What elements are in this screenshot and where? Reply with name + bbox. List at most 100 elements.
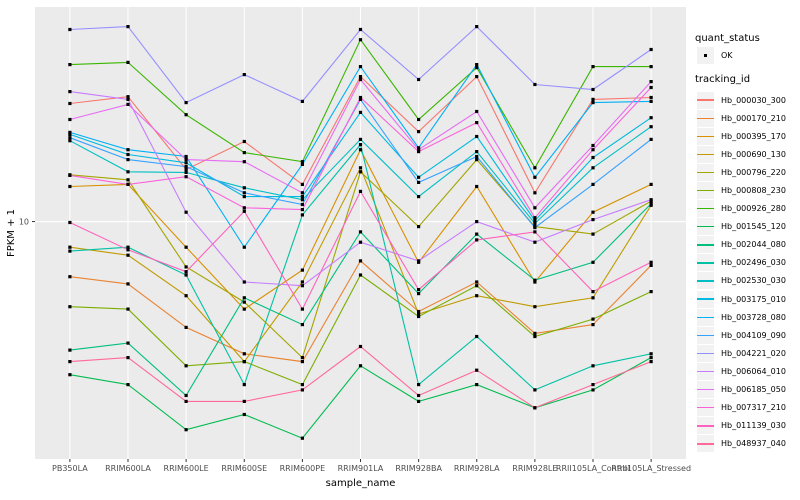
series-color-line-icon [697,171,714,174]
legend-item-tracking: Hb_007317_210 [697,399,786,417]
legend-label-tracking-id: Hb_011139_030 [721,421,786,431]
legend-key-box [697,91,714,109]
legend-item-tracking: Hb_002044_080 [697,236,786,254]
legend-item-tracking: Hb_002530_030 [697,272,786,290]
legend-label-tracking-id: Hb_001545_120 [721,222,786,232]
legend-key-box [697,200,714,218]
legend-key-box [697,435,714,453]
svg-text:RRIM928BA: RRIM928BA [395,464,442,473]
legend-item-tracking: Hb_000395_170 [697,127,786,145]
legend-item-tracking: Hb_003175_010 [697,290,786,308]
legend-label-tracking-id: Hb_048937_040 [721,439,786,449]
series-color-line-icon [697,208,714,210]
legend-key-box [697,163,714,181]
legend-item-tracking: Hb_001545_120 [697,218,786,236]
legend-label-tracking-id: Hb_000808_230 [721,186,786,196]
svg-text:RRIM600LE: RRIM600LE [164,464,209,473]
legend-key-box [697,47,714,64]
series-color-line-icon [697,244,714,246]
svg-text:RRIM928LE: RRIM928LE [512,464,557,473]
legend-label-tracking-id: Hb_000170_210 [721,113,786,123]
svg-text:RRIM901LA: RRIM901LA [338,464,384,473]
series-color-line-icon [697,226,714,228]
legend-tracking-items: Hb_000030_300 Hb_000170_210 Hb_000395_170 H… [697,91,786,453]
legend-item-tracking: Hb_006185_050 [697,381,786,399]
legend-label-tracking-id: Hb_004221_020 [721,348,786,358]
series-color-line-icon [697,352,714,355]
legend-item-tracking: Hb_000796_220 [697,163,786,181]
series-color-line-icon [697,280,714,282]
legend-key-box [697,145,714,163]
legend-item-tracking: Hb_000690_130 [697,145,786,163]
legend-key-box [697,290,714,308]
series-color-line-icon [697,135,714,138]
legend-label-tracking-id: Hb_003175_010 [721,294,786,304]
legend-key-box [697,417,714,435]
svg-text:RRIM600LA: RRIM600LA [105,464,151,473]
legend-key-box [697,236,714,254]
series-color-line-icon [697,117,714,119]
legend-item-tracking: Hb_004109_090 [697,326,786,344]
legend-label-tracking-id: Hb_003728_080 [721,312,786,322]
legend-title-tracking-id: tracking_id [695,74,751,85]
legend-item-tracking: Hb_048937_040 [697,435,786,453]
legend-item-tracking: Hb_006064_010 [697,362,786,380]
legend-key-box [697,344,714,362]
svg-text:PB350LA: PB350LA [52,464,88,473]
legend-key-box [697,381,714,399]
legend-label-tracking-id: Hb_007317_210 [721,403,786,413]
legend-item-tracking: Hb_011139_030 [697,417,786,435]
svg-text:RRIM600SE: RRIM600SE [221,464,267,473]
series-color-line-icon [697,189,714,192]
series-color-line-icon [697,262,714,264]
legend-label-tracking-id: Hb_000030_300 [721,95,786,105]
legend-key-box [697,399,714,417]
legend-title-quant-status: quant_status [695,33,760,44]
series-color-line-icon [697,153,714,156]
legend-label-tracking-id: Hb_002044_080 [721,240,786,250]
legend-item-quant-ok: OK [697,47,733,64]
series-color-line-icon [697,99,714,101]
legend-item-tracking: Hb_002496_030 [697,254,786,272]
legend-key-box [697,254,714,272]
svg-text:RRII105LA_Control: RRII105LA_Control [556,464,630,473]
legend-item-tracking: Hb_000808_230 [697,181,786,200]
series-color-line-icon [697,425,714,427]
legend-label-ok: OK [721,51,733,60]
y-axis-title: FPKM + 1 [6,209,17,257]
series-color-line-icon [697,316,714,318]
legend-key-box [697,218,714,236]
legend-label-tracking-id: Hb_000395_170 [721,131,786,141]
legend-key-box [697,326,714,344]
legend-panel: quant_status OK tracking_id Hb_000030_30… [694,0,800,500]
axis-ticks [32,221,652,462]
series-color-line-icon [697,407,714,409]
legend-label-tracking-id: Hb_000926_280 [721,204,786,214]
x-axis-title: sample_name [326,478,396,489]
legend-label-tracking-id: Hb_002530_030 [721,276,786,286]
legend-item-tracking: Hb_003728_080 [697,308,786,326]
x-tick-labels: PB350LA RRIM600LA RRIM600LE RRIM600SE RRIM60… [52,464,691,473]
legend-label-tracking-id: Hb_006064_010 [721,366,786,376]
series-color-line-icon [697,334,714,337]
series-color-line-icon [697,443,714,445]
svg-text:RRII105LA_Stressed: RRII105LA_Stressed [611,464,691,473]
series-color-line-icon [697,370,714,373]
svg-text:RRIM928LA: RRIM928LA [454,464,500,473]
legend-key-box [697,308,714,326]
legend-label-tracking-id: Hb_004109_090 [721,330,786,340]
point-marker-icon [703,53,708,58]
legend-item-tracking: Hb_000926_280 [697,200,786,218]
legend-key-box [697,127,714,145]
legend-item-tracking: Hb_000030_300 [697,91,786,109]
y-tick-labels: 10 [19,217,29,226]
svg-text:RRIM600PE: RRIM600PE [280,464,326,473]
legend-key-box [697,362,714,380]
series-color-line-icon [697,298,714,300]
legend-label-tracking-id: Hb_000796_220 [721,167,786,177]
legend-key-box [697,272,714,290]
legend-label-tracking-id: Hb_006185_050 [721,385,786,395]
legend-label-tracking-id: Hb_000690_130 [721,149,786,159]
